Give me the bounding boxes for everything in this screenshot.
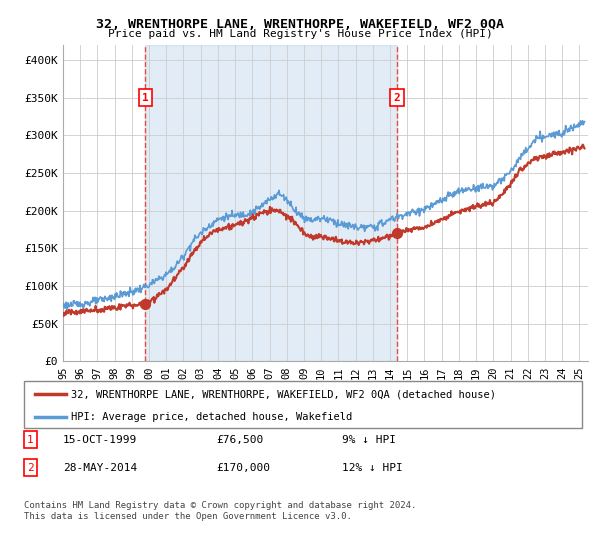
Text: 9% ↓ HPI: 9% ↓ HPI: [342, 435, 396, 445]
Text: 32, WRENTHORPE LANE, WRENTHORPE, WAKEFIELD, WF2 0QA (detached house): 32, WRENTHORPE LANE, WRENTHORPE, WAKEFIE…: [71, 389, 496, 399]
Text: £76,500: £76,500: [216, 435, 263, 445]
Text: HPI: Average price, detached house, Wakefield: HPI: Average price, detached house, Wake…: [71, 412, 353, 422]
Bar: [145, 45, 397, 361]
Text: 2: 2: [394, 92, 400, 102]
Text: 1: 1: [27, 435, 34, 445]
Text: 1: 1: [142, 92, 149, 102]
Text: 32, WRENTHORPE LANE, WRENTHORPE, WAKEFIELD, WF2 0QA: 32, WRENTHORPE LANE, WRENTHORPE, WAKEFIE…: [96, 18, 504, 31]
Text: 2: 2: [27, 463, 34, 473]
Text: Price paid vs. HM Land Registry's House Price Index (HPI): Price paid vs. HM Land Registry's House …: [107, 29, 493, 39]
Point: [140, 299, 150, 308]
FancyBboxPatch shape: [24, 381, 582, 428]
Text: £170,000: £170,000: [216, 463, 270, 473]
Text: 28-MAY-2014: 28-MAY-2014: [63, 463, 137, 473]
Point: [392, 228, 402, 237]
Text: Contains HM Land Registry data © Crown copyright and database right 2024.
This d: Contains HM Land Registry data © Crown c…: [24, 501, 416, 521]
Text: 12% ↓ HPI: 12% ↓ HPI: [342, 463, 403, 473]
Text: 15-OCT-1999: 15-OCT-1999: [63, 435, 137, 445]
